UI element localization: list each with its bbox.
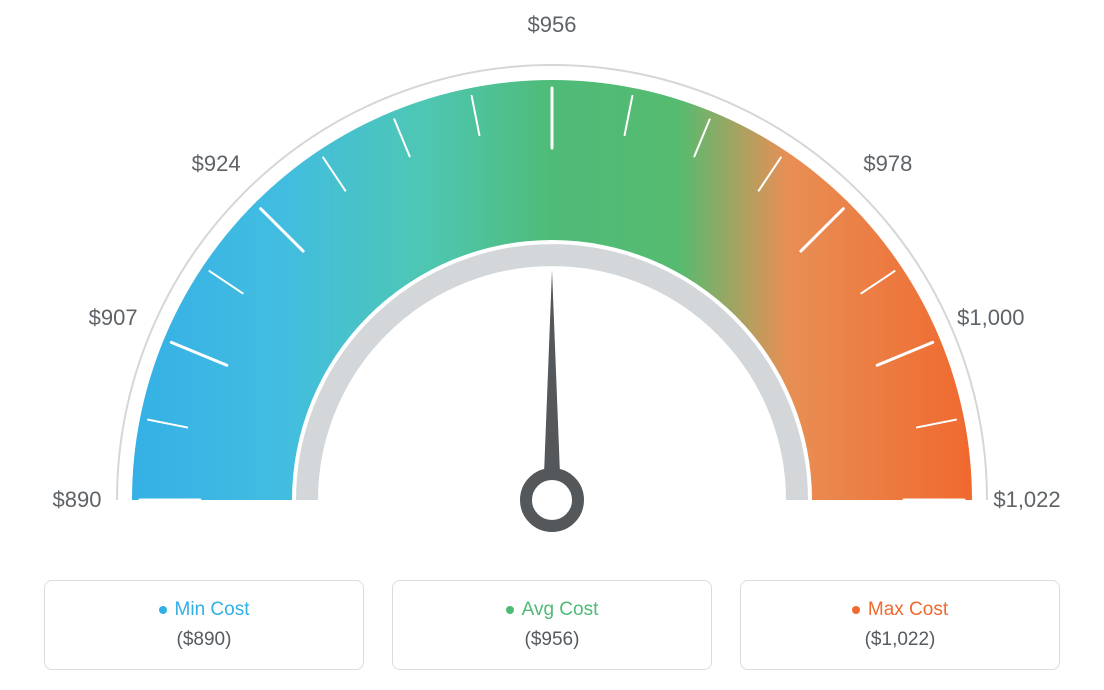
legend-max-value: ($1,022) <box>865 629 936 651</box>
gauge-tick-label: $907 <box>89 305 138 331</box>
legend-max: Max Cost ($1,022) <box>740 580 1060 670</box>
legend-row: Min Cost ($890) Avg Cost ($956) Max Cost… <box>0 580 1104 670</box>
legend-min-value: ($890) <box>177 629 232 651</box>
gauge-tick-label: $1,022 <box>993 487 1060 513</box>
legend-avg-label-row: Avg Cost <box>506 599 599 621</box>
gauge-tick-label: $956 <box>528 12 577 38</box>
gauge-tick-label: $978 <box>863 151 912 177</box>
gauge-svg <box>0 0 1104 560</box>
legend-avg: Avg Cost ($956) <box>392 580 712 670</box>
legend-min-label: Min Cost <box>175 599 250 621</box>
legend-min-label-row: Min Cost <box>159 599 250 621</box>
legend-max-label-row: Max Cost <box>852 599 948 621</box>
gauge-tick-label: $924 <box>192 151 241 177</box>
gauge-tick-label: $890 <box>53 487 102 513</box>
gauge-tick-label: $1,000 <box>957 305 1024 331</box>
gauge-chart: $890 $907 $924 $956 $978 $1,000 $1,022 <box>0 0 1104 560</box>
legend-max-dot <box>852 606 860 614</box>
legend-min-dot <box>159 606 167 614</box>
legend-avg-dot <box>506 606 514 614</box>
legend-avg-label: Avg Cost <box>522 599 599 621</box>
legend-max-label: Max Cost <box>868 599 948 621</box>
legend-avg-value: ($956) <box>525 629 580 651</box>
legend-min: Min Cost ($890) <box>44 580 364 670</box>
